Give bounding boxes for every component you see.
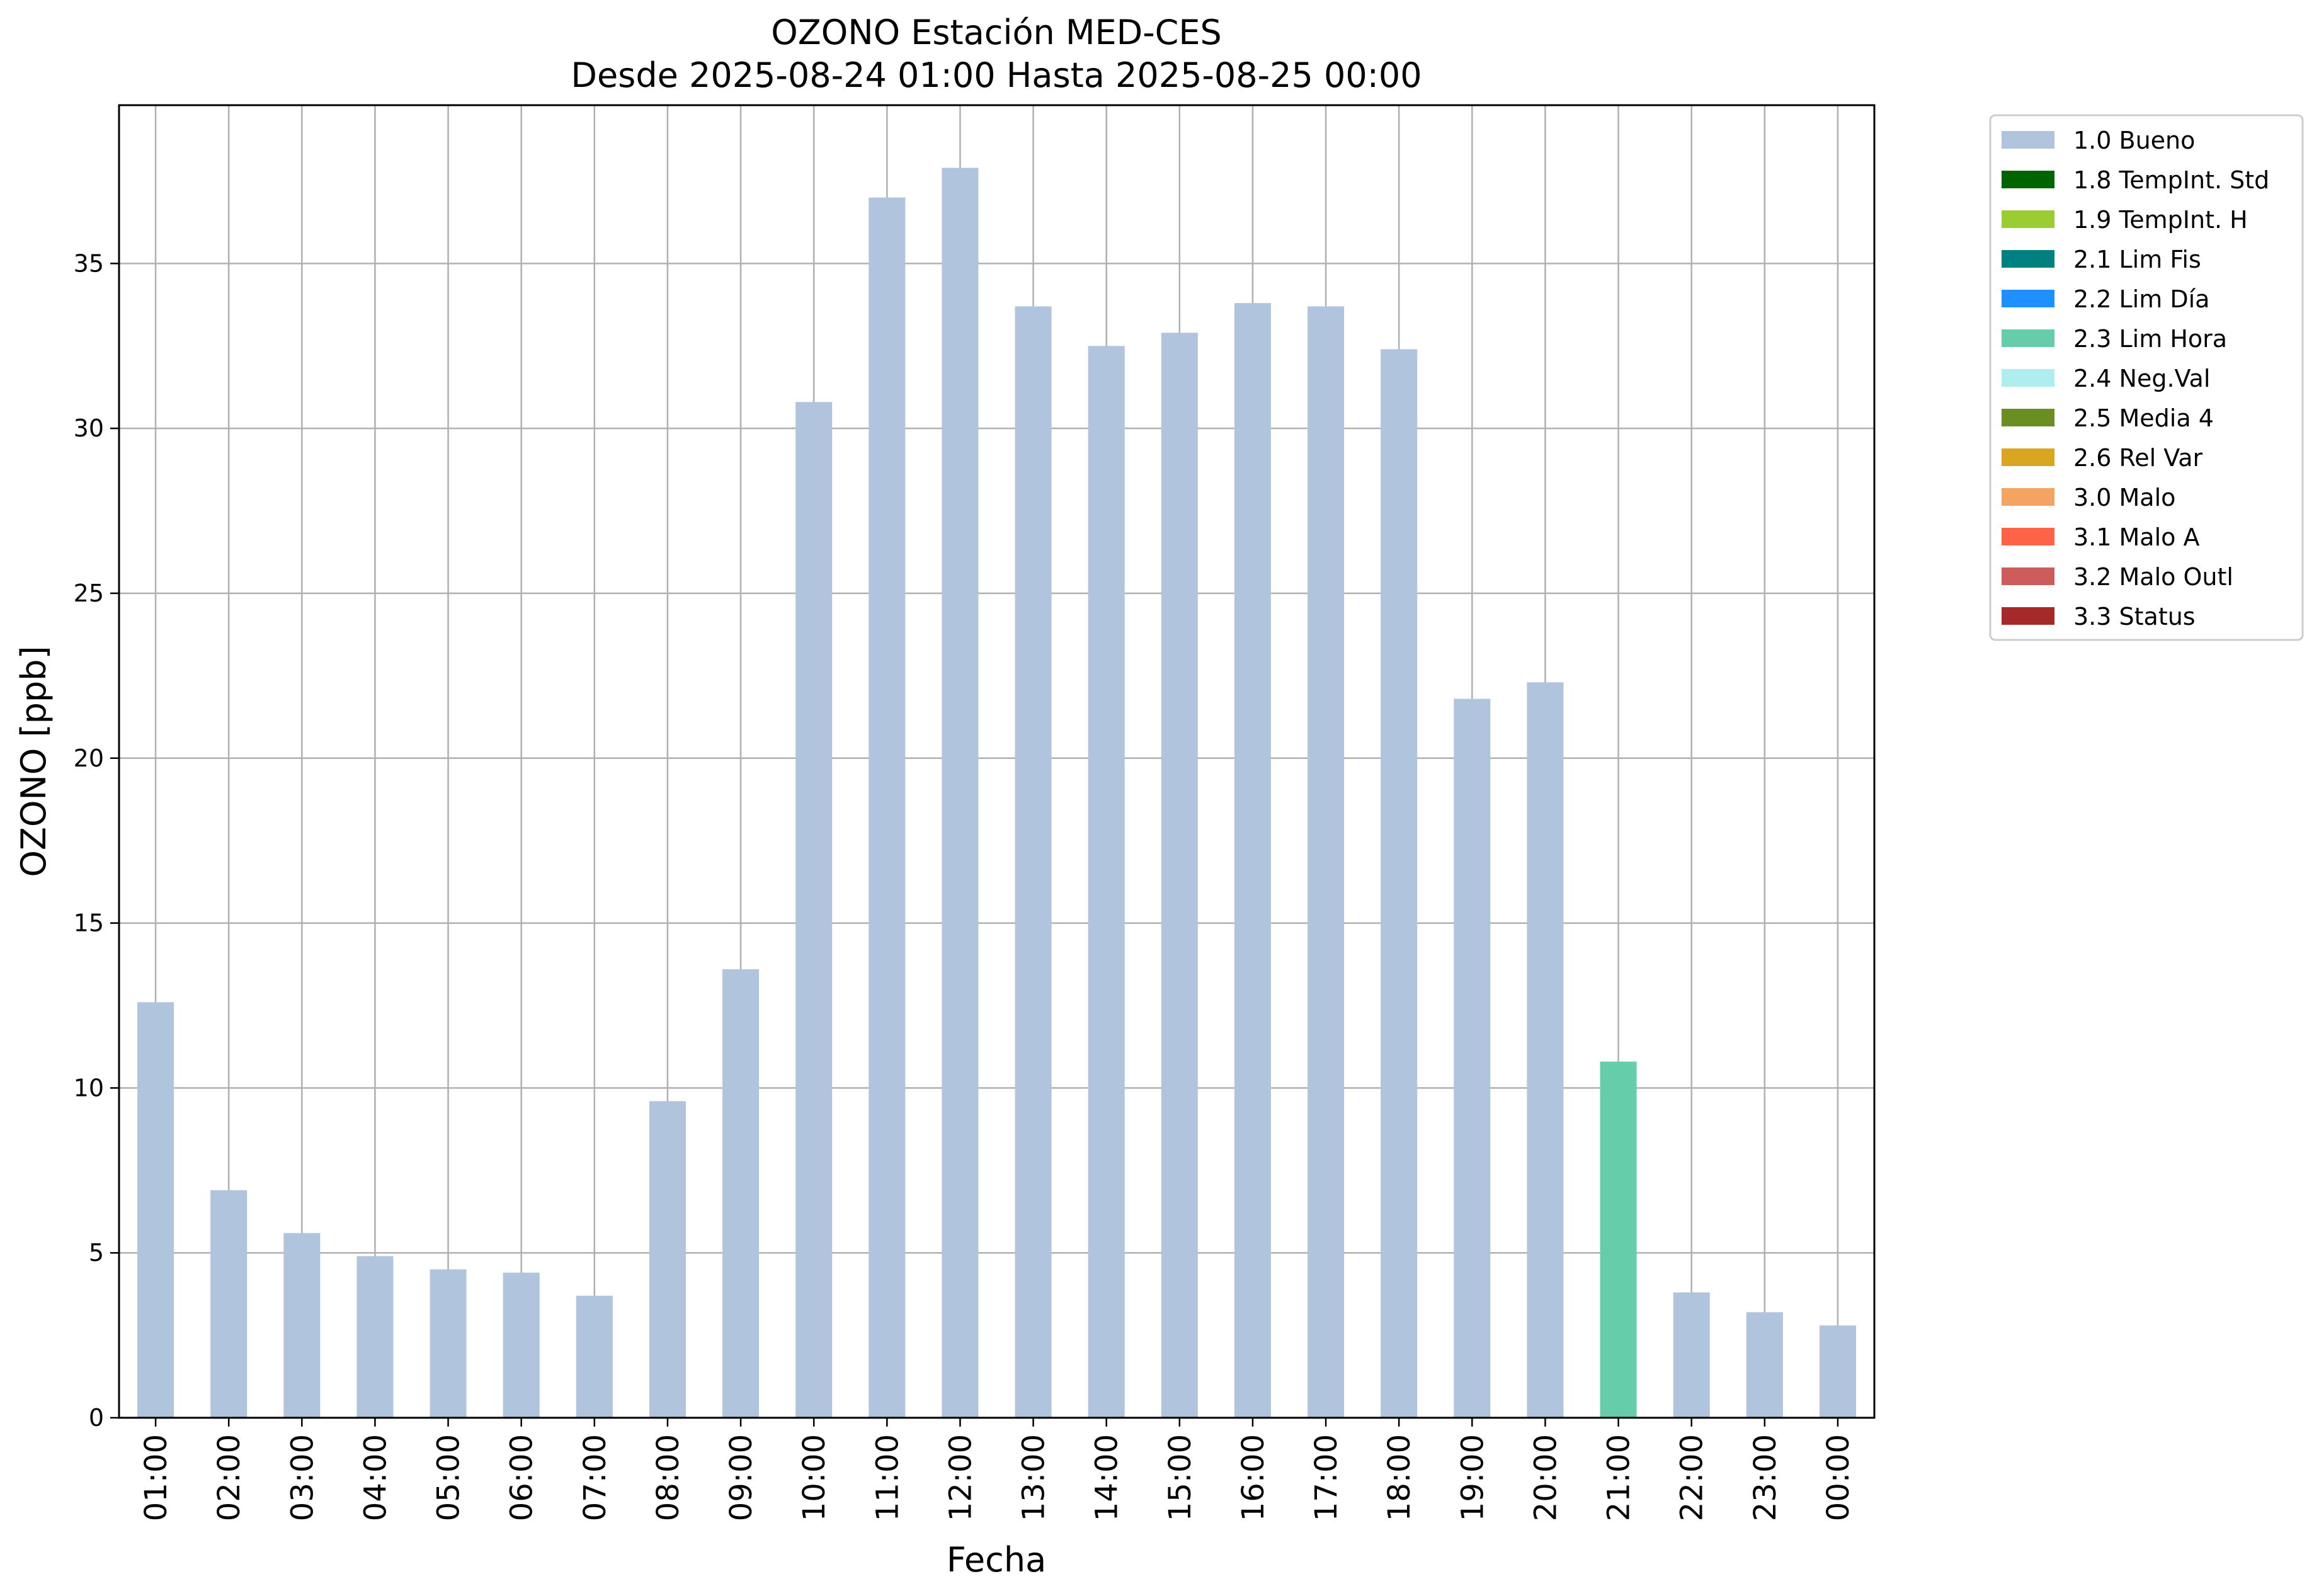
bar-1700 bbox=[1308, 306, 1345, 1418]
x-tick-label: 13:00 bbox=[1017, 1434, 1052, 1521]
bar-1100 bbox=[869, 197, 906, 1418]
y-tick-label: 35 bbox=[74, 249, 104, 277]
x-tick-label: 01:00 bbox=[139, 1434, 174, 1521]
legend-swatch bbox=[2002, 567, 2054, 585]
y-tick-label: 5 bbox=[89, 1239, 104, 1267]
bar-1000 bbox=[795, 402, 833, 1418]
y-tick-label: 30 bbox=[74, 414, 104, 442]
legend-swatch bbox=[2002, 488, 2054, 506]
legend-frame bbox=[1989, 114, 2304, 641]
bar-0400 bbox=[356, 1256, 394, 1418]
x-tick-label: 02:00 bbox=[212, 1434, 247, 1521]
legend-swatch bbox=[2002, 448, 2054, 466]
legend-swatch bbox=[2002, 607, 2054, 625]
x-tick-label: 03:00 bbox=[285, 1434, 320, 1521]
legend: 1.0 Bueno 1.8 TempInt. Std 1.9 TempInt. H 2… bbox=[1989, 114, 2304, 641]
bar-0900 bbox=[722, 969, 760, 1418]
bar-2200 bbox=[1673, 1292, 1710, 1418]
x-tick-label: 21:00 bbox=[1602, 1434, 1637, 1521]
bar-1400 bbox=[1088, 346, 1125, 1418]
x-tick-label: 04:00 bbox=[358, 1434, 393, 1521]
bar-0200 bbox=[210, 1190, 248, 1418]
legend-item-label: 2.4 Neg.Val bbox=[2073, 365, 2210, 392]
legend-swatch bbox=[2002, 290, 2054, 307]
bar-1600 bbox=[1234, 303, 1271, 1418]
bar-2000 bbox=[1527, 682, 1564, 1418]
legend-swatch bbox=[2002, 131, 2054, 149]
bar-0000 bbox=[1819, 1325, 1856, 1418]
bar-0600 bbox=[503, 1272, 540, 1418]
bars bbox=[137, 168, 1856, 1418]
legend-item-label: 1.8 TempInt. Std bbox=[2073, 166, 2269, 194]
plot-frame bbox=[118, 104, 1876, 1419]
legend-item-label: 1.0 Bueno bbox=[2073, 127, 2195, 154]
x-tick-label: 23:00 bbox=[1748, 1434, 1783, 1521]
legend-item-label: 2.5 Media 4 bbox=[2073, 404, 2214, 432]
x-tick-label: 14:00 bbox=[1090, 1434, 1125, 1521]
legend-swatch bbox=[2002, 171, 2054, 188]
legend-item-label: 2.1 Lim Fis bbox=[2073, 246, 2201, 273]
bar-0500 bbox=[430, 1269, 467, 1418]
x-tick-label: 05:00 bbox=[431, 1434, 467, 1521]
bar-0800 bbox=[649, 1101, 686, 1418]
x-axis: 01:00 02:00 03:00 04:00 05:00 06:00 07:00 08:00… bbox=[139, 1418, 1856, 1521]
bar-2300 bbox=[1746, 1312, 1783, 1418]
x-tick-label: 18:00 bbox=[1382, 1434, 1417, 1521]
legend-item-label: 2.2 Lim Día bbox=[2073, 285, 2209, 313]
x-tick-label: 16:00 bbox=[1236, 1434, 1271, 1521]
legend-swatch bbox=[2002, 250, 2054, 268]
legend-item-label: 3.1 Malo A bbox=[2073, 523, 2199, 551]
legend-item-label: 2.3 Lim Hora bbox=[2073, 325, 2227, 353]
y-tick-label: 20 bbox=[74, 744, 104, 772]
legend-item-label: 2.6 Rel Var bbox=[2073, 444, 2203, 472]
y-tick-label: 15 bbox=[74, 909, 104, 937]
chart-title: OZONO Estación MED-CES bbox=[771, 13, 1222, 52]
x-tick-label: 12:00 bbox=[943, 1434, 978, 1521]
bar-1800 bbox=[1381, 349, 1418, 1418]
bar-2100 bbox=[1600, 1061, 1637, 1418]
y-axis-label: OZONO [ppb] bbox=[14, 646, 54, 877]
legend-swatch bbox=[2002, 210, 2054, 228]
x-axis-label: Fecha bbox=[947, 1540, 1046, 1580]
x-tick-label: 15:00 bbox=[1163, 1434, 1198, 1521]
y-tick-label: 0 bbox=[89, 1404, 104, 1432]
x-tick-label: 17:00 bbox=[1309, 1434, 1344, 1521]
bar-0700 bbox=[576, 1296, 613, 1418]
x-tick-label: 10:00 bbox=[797, 1434, 832, 1521]
bar-1200 bbox=[942, 168, 979, 1418]
bar-0300 bbox=[283, 1233, 321, 1418]
legend-item-label: 1.9 TempInt. H bbox=[2073, 206, 2248, 234]
legend-item-label: 3.3 Status bbox=[2073, 603, 2196, 630]
x-tick-label: 00:00 bbox=[1821, 1434, 1856, 1521]
chart-subtitle: Desde 2025-08-24 01:00 Hasta 2025-08-25 … bbox=[571, 55, 1422, 95]
x-tick-label: 11:00 bbox=[870, 1434, 905, 1521]
legend-swatch bbox=[2002, 329, 2054, 347]
x-tick-label: 06:00 bbox=[504, 1434, 540, 1521]
legend-swatch bbox=[2002, 409, 2054, 426]
legend-item-label: 3.0 Malo bbox=[2073, 484, 2175, 511]
x-tick-label: 20:00 bbox=[1528, 1434, 1563, 1521]
legend-swatch bbox=[2002, 369, 2054, 387]
bar-0100 bbox=[137, 1002, 174, 1418]
legend-swatch bbox=[2002, 528, 2054, 545]
x-tick-label: 19:00 bbox=[1455, 1434, 1490, 1521]
x-tick-label: 09:00 bbox=[724, 1434, 759, 1521]
y-tick-label: 25 bbox=[74, 579, 104, 607]
bar-1500 bbox=[1161, 333, 1198, 1418]
x-tick-label: 07:00 bbox=[578, 1434, 613, 1521]
legend-item-label: 3.2 Malo Outl bbox=[2073, 563, 2233, 591]
y-axis: 0 5 10 15 20 25 30 35 bbox=[74, 249, 119, 1432]
y-tick-label: 10 bbox=[74, 1074, 104, 1102]
x-tick-label: 22:00 bbox=[1675, 1434, 1710, 1521]
bar-1300 bbox=[1015, 306, 1052, 1418]
bar-1900 bbox=[1454, 698, 1491, 1418]
x-tick-label: 08:00 bbox=[651, 1434, 686, 1521]
